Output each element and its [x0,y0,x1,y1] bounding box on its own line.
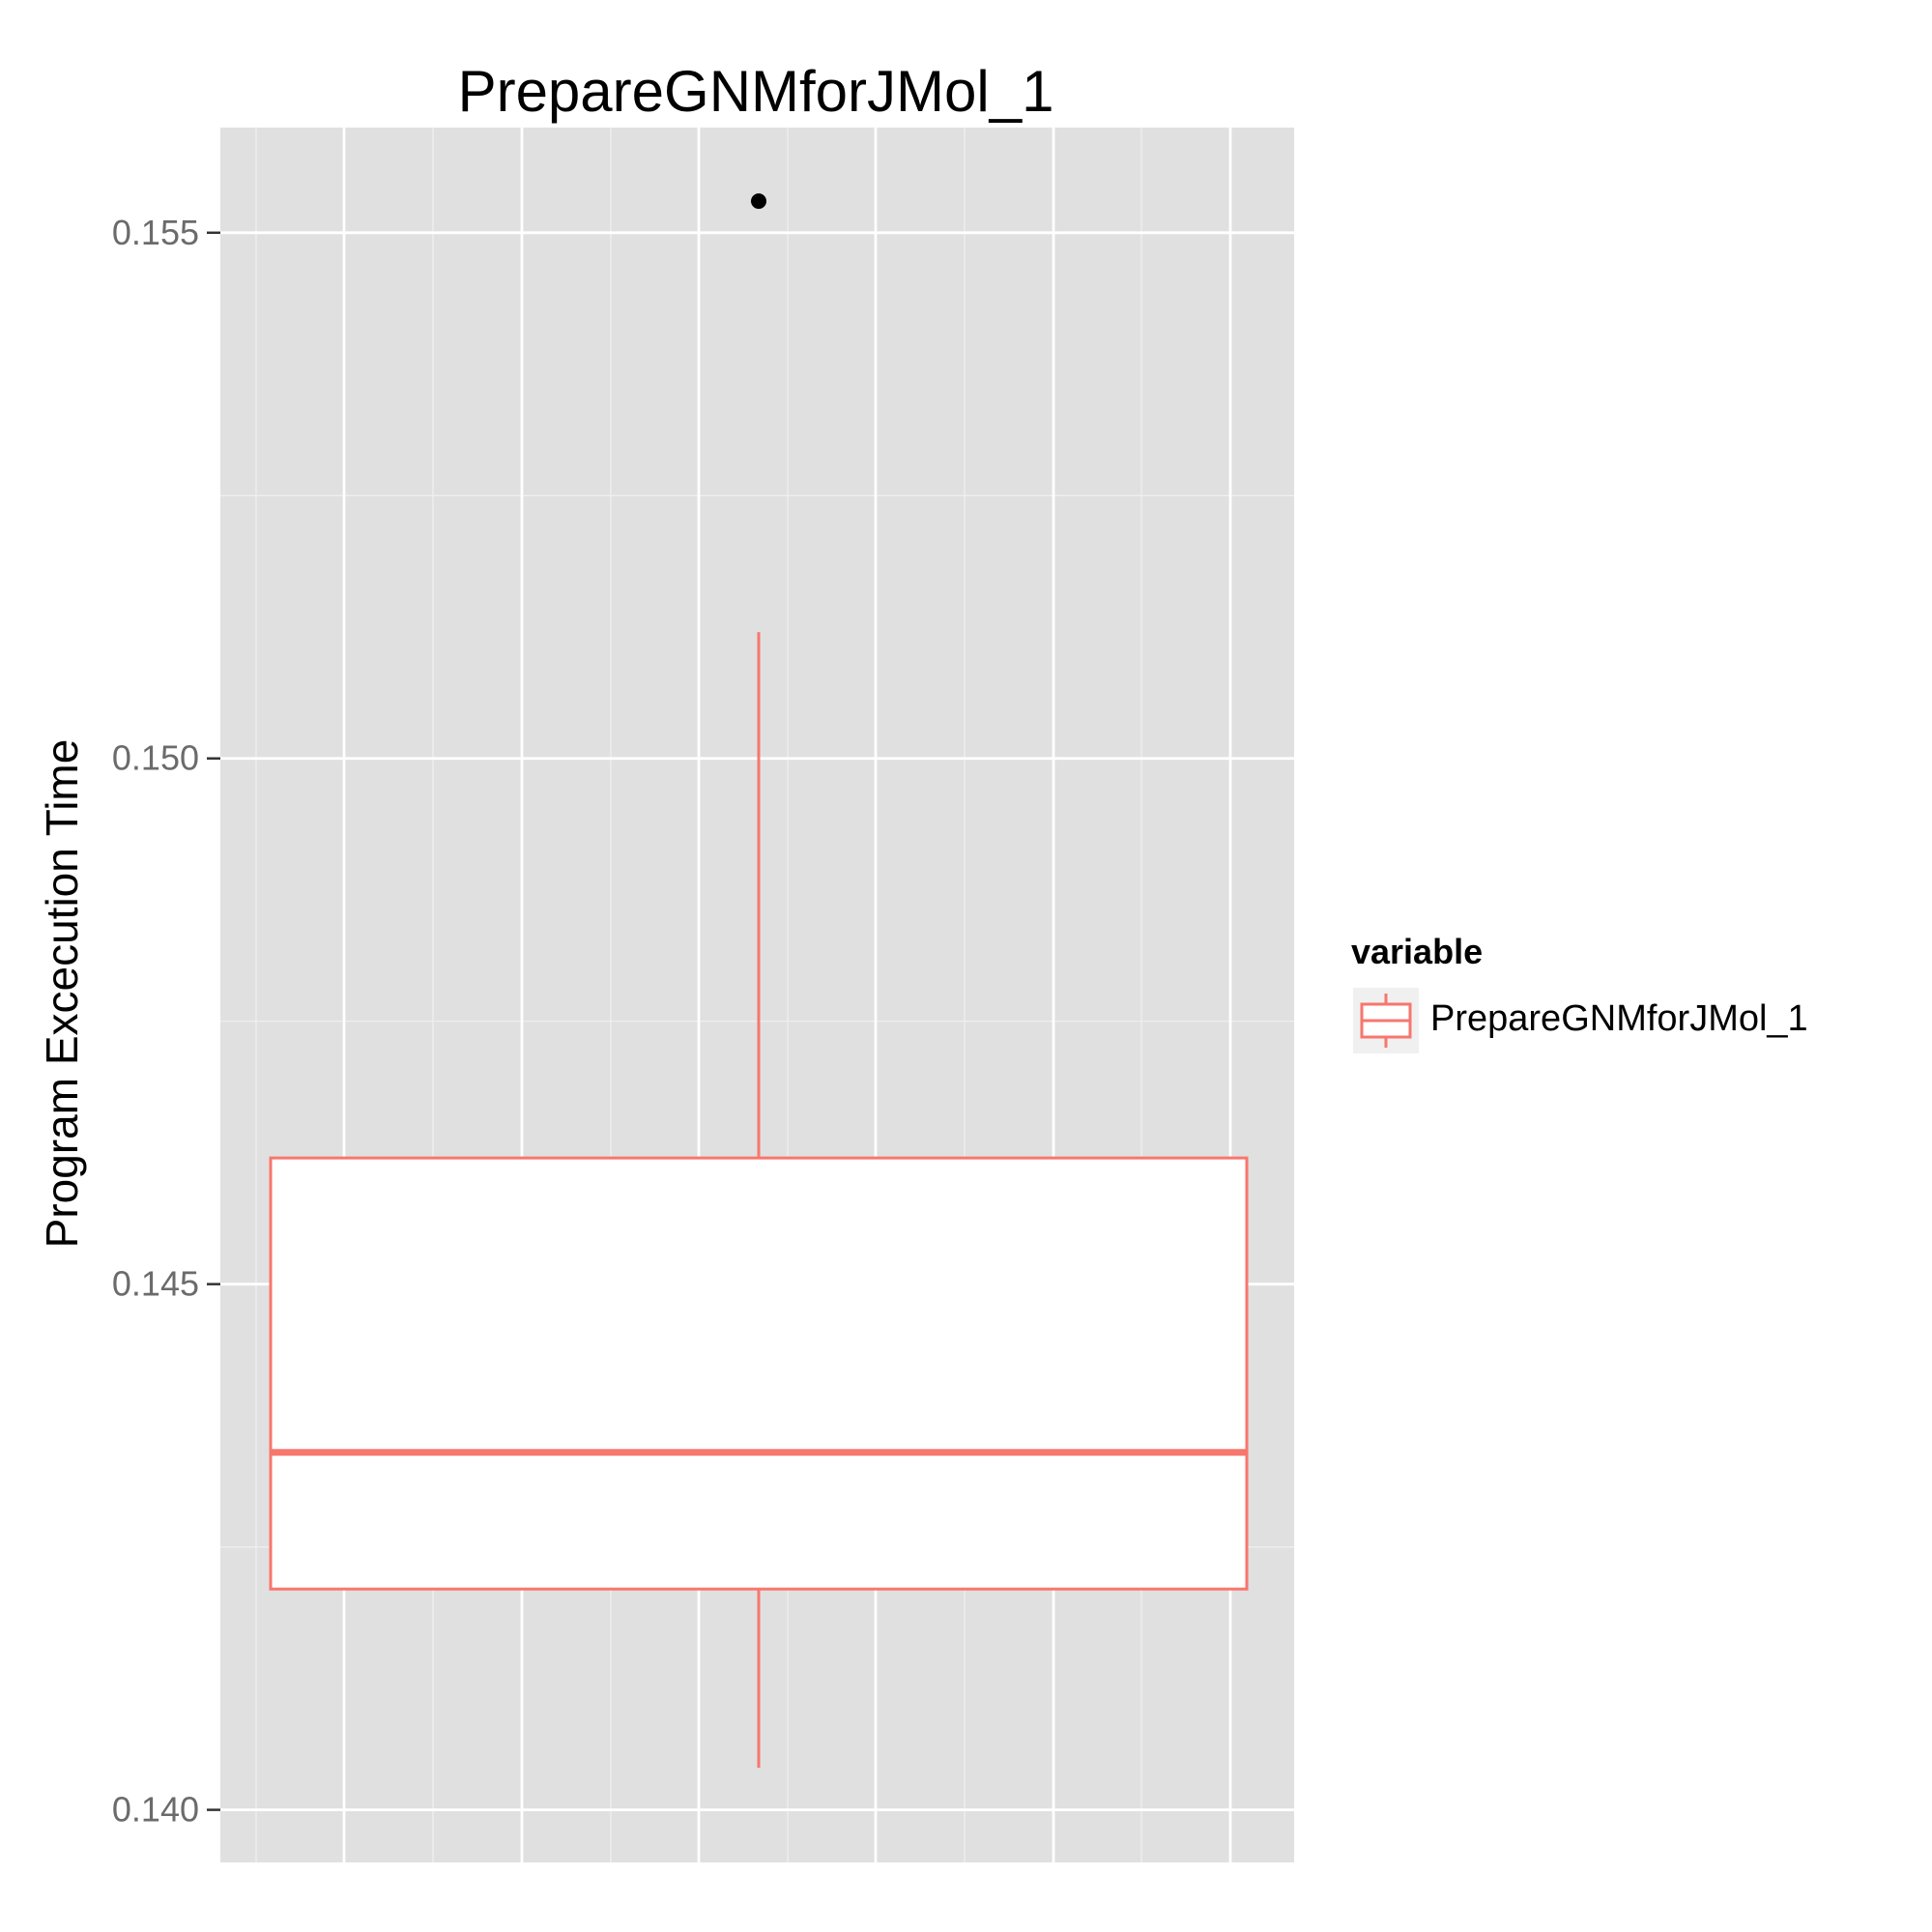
y-tick-label: 0.155 [112,213,199,252]
y-axis: 0.140 0.145 0.150 0.155 [112,213,220,1830]
y-tick-label: 0.145 [112,1264,199,1304]
y-tick-label: 0.150 [112,738,199,778]
y-tick-label: 0.140 [112,1790,199,1830]
y-axis-label: Program Excecution Time [37,739,87,1249]
chart-title: PrepareGNMforJMol_1 [458,59,1054,124]
boxplot [269,193,1249,1769]
outlier-point [751,193,766,210]
legend: variable PrepareGNMforJMol_1 [1351,932,1808,1053]
legend-key-boxplot-icon [1353,988,1419,1053]
legend-label: PrepareGNMforJMol_1 [1430,998,1808,1039]
box-iqr [269,1156,1249,1591]
legend-title: variable [1351,932,1483,971]
